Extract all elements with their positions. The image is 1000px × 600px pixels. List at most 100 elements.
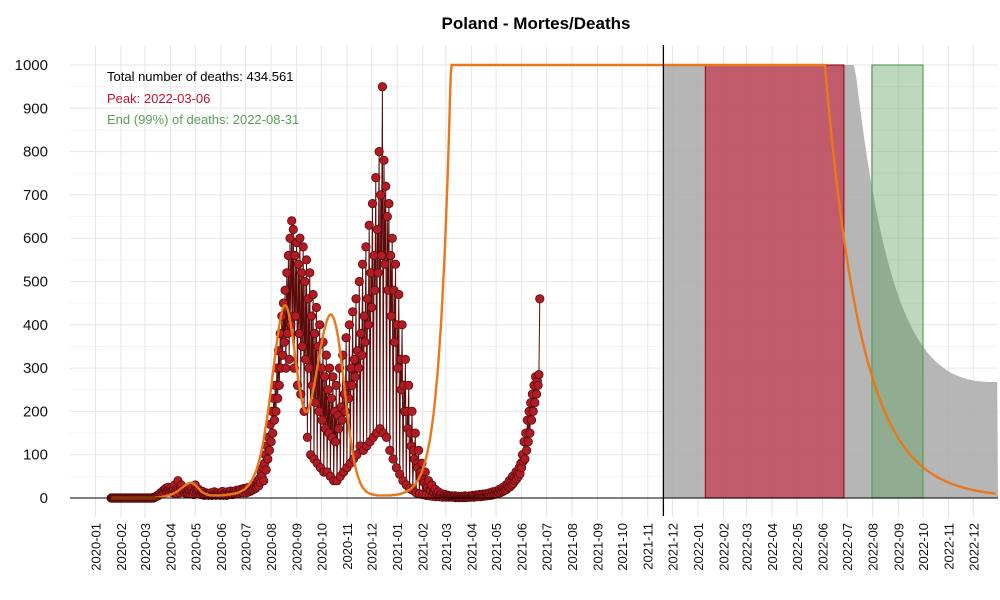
observed-death-point — [298, 242, 308, 252]
observed-death-point — [377, 82, 387, 92]
observed-death-point — [328, 372, 338, 382]
observed-death-point — [381, 432, 392, 442]
observed-death-point — [364, 220, 374, 230]
x-tick-label: 2022-01 — [691, 523, 706, 571]
observed-death-point — [349, 354, 359, 364]
x-tick-label: 2021-11 — [641, 523, 656, 570]
observed-death-point — [356, 328, 366, 339]
observed-death-point — [533, 380, 543, 390]
observed-death-point — [520, 454, 530, 464]
x-tick-label: 2021-04 — [464, 523, 479, 571]
x-tick-label: 2022-12 — [966, 523, 981, 571]
x-tick-label: 2020-02 — [114, 523, 129, 571]
tick-labels: 0 100 200 300 400 500 600 700 800 900 1000 2020-01 2… — [15, 57, 982, 571]
observed-death-point — [373, 268, 383, 278]
observed-death-point — [294, 328, 304, 339]
observed-death-point — [526, 415, 537, 425]
x-tick-label: 2020-09 — [290, 523, 305, 571]
x-tick-label: 2022-03 — [740, 523, 755, 571]
observed-death-point — [376, 250, 387, 261]
y-tick-label: 900 — [23, 100, 48, 117]
y-tick-label: 500 — [23, 274, 48, 291]
axes — [70, 45, 998, 516]
x-tick-label: 2022-11 — [942, 523, 957, 570]
observed-death-point — [300, 276, 310, 287]
observed-death-point — [357, 259, 368, 269]
observed-death-point — [371, 173, 381, 183]
observed-death-point — [305, 268, 315, 278]
annotation-total: Total number of deaths: 434.561 — [107, 69, 293, 84]
observed-death-point — [304, 363, 314, 373]
observed-death-point — [268, 428, 278, 438]
observed-death-point — [385, 445, 395, 455]
chart-title: Poland - Mortes/Deaths — [442, 14, 631, 33]
observed-death-point — [521, 445, 532, 455]
observed-death-point — [390, 337, 400, 347]
y-tick-label: 200 — [23, 403, 48, 420]
observed-death-point — [337, 415, 347, 425]
x-tick-label: 2022-07 — [840, 523, 855, 571]
x-tick-label: 2020-01 — [89, 523, 104, 571]
x-tick-label: 2021-10 — [615, 523, 630, 571]
x-tick-label: 2022-08 — [866, 523, 881, 571]
observed-death-point — [271, 406, 281, 416]
observed-death-point — [528, 406, 538, 416]
y-tick-label: 300 — [23, 360, 48, 377]
observed-death-point — [382, 212, 392, 222]
observed-death-point — [288, 224, 298, 235]
observed-death-point — [259, 476, 269, 486]
x-tick-label: 2021-07 — [539, 523, 554, 571]
observed-death-point — [393, 363, 403, 373]
x-tick-label: 2022-09 — [891, 523, 906, 571]
observed-death-point — [387, 233, 397, 243]
observed-death-point — [361, 242, 371, 252]
observed-death-point — [284, 354, 294, 364]
observed-death-point — [295, 233, 305, 243]
observed-death-point — [293, 259, 303, 269]
observed-death-point — [291, 311, 301, 321]
x-tick-label: 2021-08 — [565, 523, 580, 571]
observed-death-point — [353, 363, 364, 373]
observed-death-point — [359, 311, 369, 321]
x-tick-label: 2020-10 — [314, 523, 329, 571]
observed-death-point — [324, 363, 335, 373]
x-tick-label: 2021-02 — [416, 523, 431, 571]
observed-death-point — [301, 354, 311, 364]
observed-death-point — [296, 268, 307, 278]
observed-death-point — [274, 380, 284, 390]
x-tick-label: 2021-05 — [489, 523, 504, 571]
x-tick-label: 2020-04 — [164, 523, 179, 571]
observed-death-point — [381, 181, 391, 191]
observed-death-point — [374, 147, 384, 157]
x-tick-label: 2022-06 — [815, 523, 830, 571]
x-tick-label: 2021-03 — [439, 523, 454, 571]
observed-death-point — [310, 328, 320, 339]
observed-death-point — [344, 320, 354, 330]
observed-death-point — [334, 424, 344, 434]
end-band — [871, 64, 924, 499]
observed-death-point — [306, 311, 317, 321]
fitted-curve — [111, 63, 996, 500]
observed-death-point — [280, 285, 290, 295]
x-tick-label: 2020-08 — [264, 523, 279, 571]
observed-death-point — [363, 320, 373, 330]
observed-death-point — [317, 415, 327, 425]
observed-death-point — [534, 369, 544, 380]
x-tick-label: 2020-11 — [340, 523, 355, 570]
observed-death-point — [302, 432, 312, 442]
y-tick-label: 100 — [23, 447, 48, 464]
observed-death-point — [261, 465, 271, 475]
observed-death-point — [410, 428, 420, 438]
x-tick-label: 2022-05 — [790, 523, 805, 571]
observed-death-point — [273, 393, 283, 403]
observed-death-point — [279, 337, 289, 347]
observed-death-point — [269, 415, 279, 425]
y-tick-label: 800 — [23, 144, 48, 161]
observed-death-point — [385, 250, 396, 261]
observed-death-point — [282, 268, 292, 278]
observed-death-point — [285, 233, 295, 243]
observed-death-point — [384, 199, 394, 209]
x-tick-label: 2021-09 — [590, 523, 605, 571]
x-tick-label: 2022-04 — [765, 523, 780, 571]
